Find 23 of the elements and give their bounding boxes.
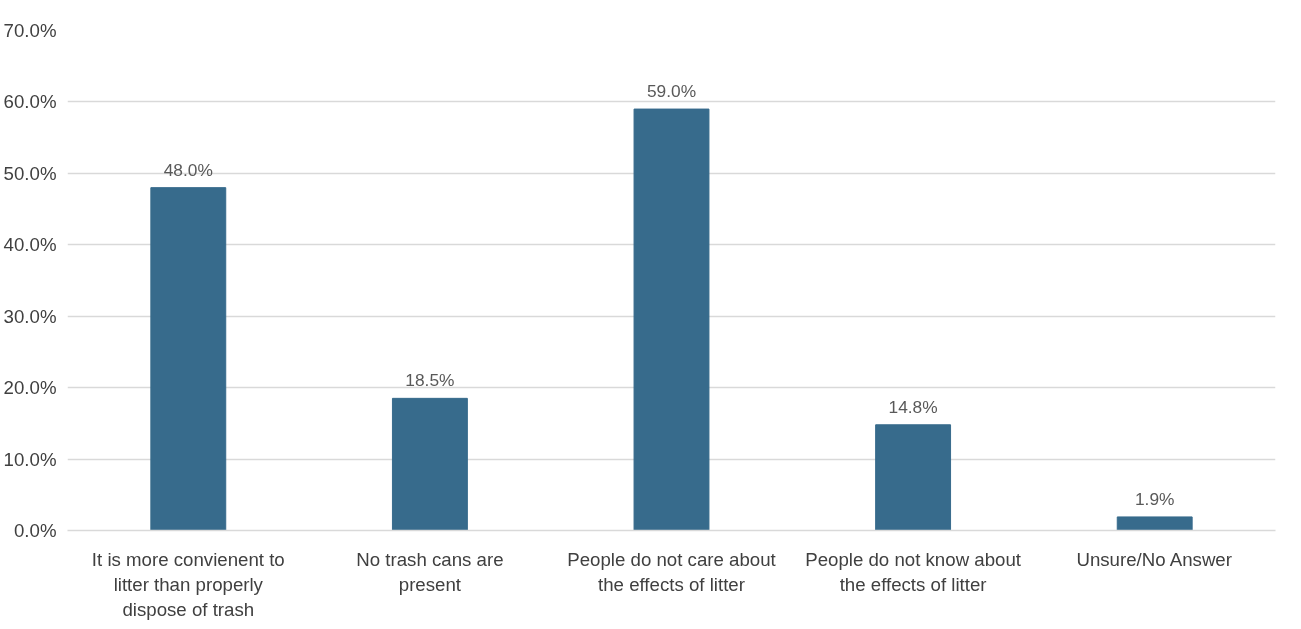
y-tick-label: 0.0%	[13, 520, 57, 541]
y-tick-label: 10.0%	[3, 448, 57, 470]
bar	[150, 187, 227, 531]
x-tick-label: It is more convienent to litter than properly dispose of trash	[91, 548, 285, 620]
y-tick-label: 40.0%	[3, 234, 57, 256]
data-label: 14.8%	[888, 396, 938, 417]
x-tick-label: Unsure/No Answer	[1076, 548, 1232, 570]
data-label: 18.5%	[405, 370, 455, 391]
x-tick-label: No trash cans are present	[356, 548, 504, 595]
data-label: 59.0%	[646, 81, 697, 102]
y-tick-label: 60.0%	[3, 91, 57, 113]
x-tick-label: People do not care about the effects of litter	[567, 548, 777, 595]
bar	[633, 108, 710, 531]
y-tick-label: 70.0%	[3, 20, 57, 41]
x-tick-label: People do not know about the effects of litter	[805, 548, 1022, 595]
bar	[1116, 516, 1193, 531]
bar	[875, 424, 952, 531]
data-label: 48.0%	[163, 159, 213, 180]
y-tick-label: 20.0%	[3, 377, 57, 399]
bar	[391, 397, 468, 531]
data-label: 1.9%	[1134, 488, 1175, 509]
y-tick-label: 30.0%	[3, 305, 57, 327]
y-tick-label: 50.0%	[3, 162, 57, 184]
